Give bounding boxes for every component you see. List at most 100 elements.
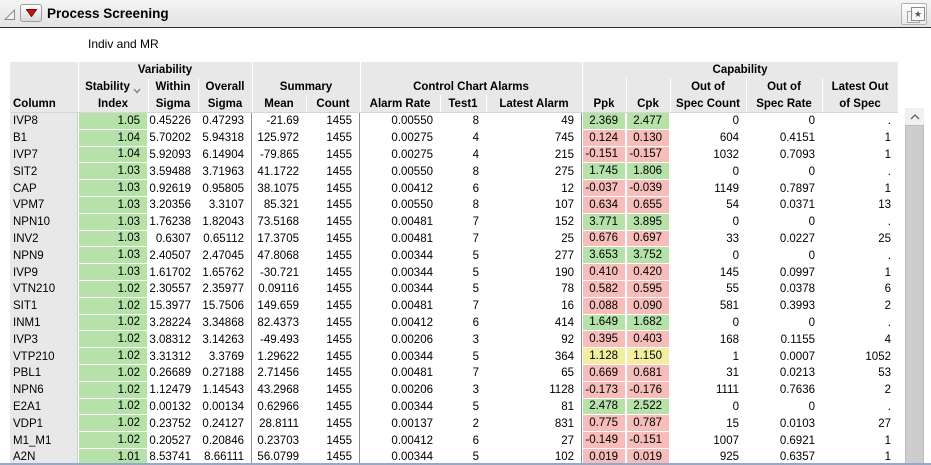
- cell-latest-oos: .: [822, 315, 898, 332]
- table-row[interactable]: PBL11.020.266890.271882.7145614550.00481…: [10, 365, 898, 382]
- vertical-scrollbar[interactable]: [905, 108, 924, 465]
- table-row[interactable]: IVP31.023.083123.14263-49.49314550.00206…: [10, 331, 898, 348]
- scrollbar-thumb[interactable]: [905, 125, 924, 465]
- cell-ppk: 0.395: [582, 331, 626, 348]
- star-icon: ★: [911, 7, 925, 21]
- table-row[interactable]: VDP11.020.237520.2412728.811114550.00137…: [10, 415, 898, 432]
- column-header-alarm-rate[interactable]: Alarm Rate: [360, 95, 440, 112]
- column-header-column[interactable]: Column: [10, 95, 78, 112]
- cell-latest-oos: .: [822, 113, 898, 130]
- table-row[interactable]: IVP71.045.920936.14904-79.86514550.00275…: [10, 147, 898, 164]
- cell-latest-oos: 1: [822, 180, 898, 197]
- cell-column: INV2: [10, 231, 78, 248]
- table-row[interactable]: NPN101.031.762381.8204373.516814550.0048…: [10, 214, 898, 231]
- cell-within-sigma: 0.23752: [148, 415, 198, 432]
- column-header-ppk[interactable]: Ppk: [582, 95, 626, 112]
- cell-oos-count: 1: [670, 348, 746, 365]
- cell-ppk: -0.149: [582, 432, 626, 449]
- table-row[interactable]: B11.045.702025.94318125.97214550.0027547…: [10, 130, 898, 147]
- cell-oos-count: 0: [670, 315, 746, 332]
- column-header-overall-sigma-line2[interactable]: Sigma: [198, 95, 252, 112]
- column-header-mean[interactable]: Mean: [252, 95, 306, 112]
- table-row[interactable]: IVP91.031.617021.65762-30.72114550.00344…: [10, 264, 898, 281]
- table-row[interactable]: INM11.023.282243.3486882.437314550.00412…: [10, 315, 898, 332]
- column-header-latest-oos-line2[interactable]: of Spec: [822, 95, 898, 112]
- cell-alarm-rate: 0.00412: [360, 432, 440, 449]
- table-row[interactable]: M1_M11.020.205270.208460.2370314550.0041…: [10, 432, 898, 449]
- table-row[interactable]: SIT21.033.594883.7196341.172214550.00550…: [10, 163, 898, 180]
- cell-ppk: 0.088: [582, 298, 626, 315]
- layered-pages-star-icon[interactable]: ★: [901, 3, 927, 25]
- cell-ppk: 2.369: [582, 113, 626, 130]
- column-header-stability-line2[interactable]: Index: [78, 95, 148, 112]
- table-row[interactable]: IVP81.050.452260.47293-21.6914550.005508…: [10, 113, 898, 130]
- cell-latest-oos: 1: [822, 130, 898, 147]
- table-row[interactable]: NPN91.032.405072.4704547.806814550.00344…: [10, 247, 898, 264]
- cell-alarm-rate: 0.00206: [360, 382, 440, 399]
- column-header-latest-oos[interactable]: Latest Out: [822, 78, 898, 95]
- cell-column: VTP210: [10, 348, 78, 365]
- table-row[interactable]: VPM71.033.203563.310785.32114550.0055081…: [10, 197, 898, 214]
- cell-mean: 2.71456: [252, 365, 306, 382]
- cell-count: 1455: [306, 399, 360, 416]
- cell-latest-alarm: 12: [486, 180, 582, 197]
- cell-latest-alarm: 745: [486, 130, 582, 147]
- table-row[interactable]: E2A11.020.001320.001340.6296614550.00344…: [10, 399, 898, 416]
- disclosure-triangle-icon[interactable]: [3, 8, 16, 21]
- cell-alarm-rate: 0.00137: [360, 415, 440, 432]
- cell-oos-count: 54: [670, 197, 746, 214]
- table-row[interactable]: INV21.030.63070.6511217.370514550.004817…: [10, 231, 898, 248]
- cell-cpk: 0.090: [626, 298, 670, 315]
- cell-latest-alarm: 49: [486, 113, 582, 130]
- column-header-within-sigma-line2[interactable]: Sigma: [148, 95, 198, 112]
- column-header-oos-rate-line2[interactable]: Spec Rate: [746, 95, 822, 112]
- table-row[interactable]: VTP2101.023.313123.37691.2962214550.0034…: [10, 348, 898, 365]
- table-row[interactable]: VTN2101.022.305572.359770.0911614550.003…: [10, 281, 898, 298]
- red-triangle-menu-button[interactable]: [20, 4, 42, 22]
- process-screening-window: Process Screening ★ Indiv and MR Variabi…: [0, 0, 931, 465]
- column-header-oos-count-line2[interactable]: Spec Count: [670, 95, 746, 112]
- cell-oos-rate: 0.6921: [746, 432, 822, 449]
- cell-cpk: -0.157: [626, 147, 670, 164]
- cell-stability: 1.02: [78, 348, 148, 365]
- table-row[interactable]: NPN61.021.124791.1454343.296814550.00206…: [10, 382, 898, 399]
- cell-oos-rate: 0.0997: [746, 264, 822, 281]
- cell-count: 1455: [306, 365, 360, 382]
- column-header-test1[interactable]: Test1: [440, 95, 486, 112]
- cell-latest-oos: 6: [822, 281, 898, 298]
- cell-test1: 6: [440, 432, 486, 449]
- cell-oos-count: 1149: [670, 180, 746, 197]
- header-divider: [486, 95, 487, 112]
- cell-within-sigma: 1.76238: [148, 214, 198, 231]
- cell-within-sigma: 0.00132: [148, 399, 198, 416]
- column-header-latest-alarm[interactable]: Latest Alarm: [486, 95, 582, 112]
- cell-column: VDP1: [10, 415, 78, 432]
- cell-oos-count: 1111: [670, 382, 746, 399]
- column-header-count[interactable]: Count: [306, 95, 360, 112]
- cell-ppk: -0.151: [582, 147, 626, 164]
- cell-test1: 7: [440, 231, 486, 248]
- cell-column: IVP9: [10, 264, 78, 281]
- column-header-overall-sigma[interactable]: Overall: [198, 78, 252, 95]
- scroll-up-button[interactable]: [905, 108, 924, 125]
- cell-mean: 1.29622: [252, 348, 306, 365]
- cell-within-sigma: 3.20356: [148, 197, 198, 214]
- cell-column: IVP8: [10, 113, 78, 130]
- cell-mean: 82.4373: [252, 315, 306, 332]
- table-row[interactable]: SIT11.0215.397715.7506149.65914550.00481…: [10, 298, 898, 315]
- cell-count: 1455: [306, 415, 360, 432]
- cell-alarm-rate: 0.00344: [360, 247, 440, 264]
- cell-latest-oos: .: [822, 399, 898, 416]
- table-row[interactable]: CAP1.030.926190.9580538.107514550.004126…: [10, 180, 898, 197]
- column-header-cpk[interactable]: Cpk: [626, 95, 670, 112]
- cell-cpk: 3.895: [626, 214, 670, 231]
- column-header-oos-count[interactable]: Out of: [670, 78, 746, 95]
- cell-test1: 6: [440, 180, 486, 197]
- column-header-oos-rate[interactable]: Out of: [746, 78, 822, 95]
- cell-test1: 8: [440, 113, 486, 130]
- column-header-within-sigma[interactable]: Within: [148, 78, 198, 95]
- cell-cpk: 0.130: [626, 130, 670, 147]
- cell-count: 1455: [306, 281, 360, 298]
- column-header-stability[interactable]: Stability: [78, 78, 148, 95]
- cell-stability: 1.02: [78, 331, 148, 348]
